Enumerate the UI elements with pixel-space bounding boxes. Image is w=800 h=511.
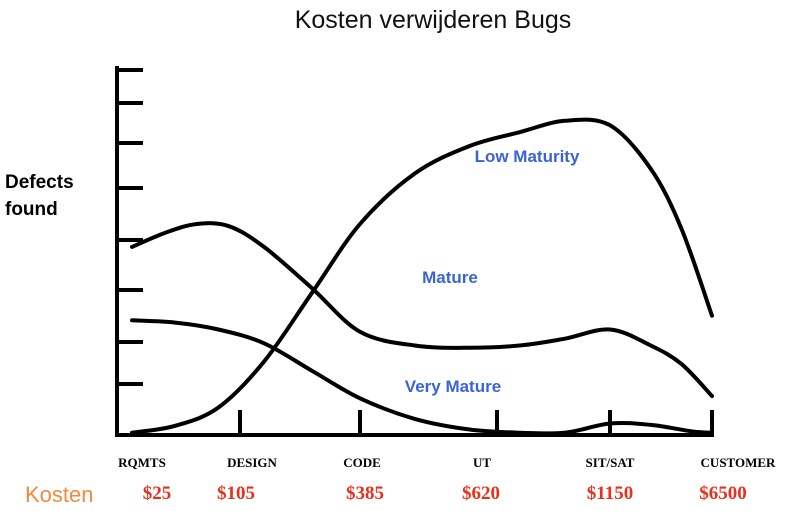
cost-value-3: $620 [462, 483, 500, 504]
cost-value-1: $105 [217, 483, 255, 504]
y-axis-label: Defects found [5, 172, 74, 220]
cost-value-4: $1150 [587, 483, 633, 504]
y-axis-ticks [117, 68, 143, 386]
cost-value-0: $25 [143, 483, 172, 504]
category-label-0: RQMTS [118, 455, 166, 470]
category-label-2: CODE [343, 455, 381, 470]
series-curves [130, 117, 714, 436]
cost-labels: $25 $105 $385 $620 $1150 $6500 [143, 483, 747, 504]
cost-caption: Kosten [25, 482, 94, 507]
category-labels: RQMTS DESIGN CODE UT SIT/SAT CUSTOMER [118, 455, 776, 470]
series-labels: Low Maturity Mature Very Mature [405, 147, 580, 396]
chart-title: Kosten verwijderen Bugs [295, 6, 572, 34]
series-line-very-mature [130, 318, 714, 436]
y-axis-title: Defects found [5, 172, 74, 220]
series-label-mature: Mature [422, 268, 478, 287]
category-label-4: SIT/SAT [586, 455, 635, 470]
series-line-low-maturity [130, 117, 714, 435]
category-label-1: DESIGN [227, 455, 277, 470]
cost-value-2: $385 [346, 483, 384, 504]
series-label-very-mature: Very Mature [405, 377, 501, 396]
series-label-low-maturity: Low Maturity [475, 147, 580, 166]
series-line-mature [130, 221, 714, 398]
cost-value-5: $6500 [699, 483, 747, 504]
category-label-3: UT [473, 455, 491, 470]
category-label-5: CUSTOMER [701, 455, 776, 470]
